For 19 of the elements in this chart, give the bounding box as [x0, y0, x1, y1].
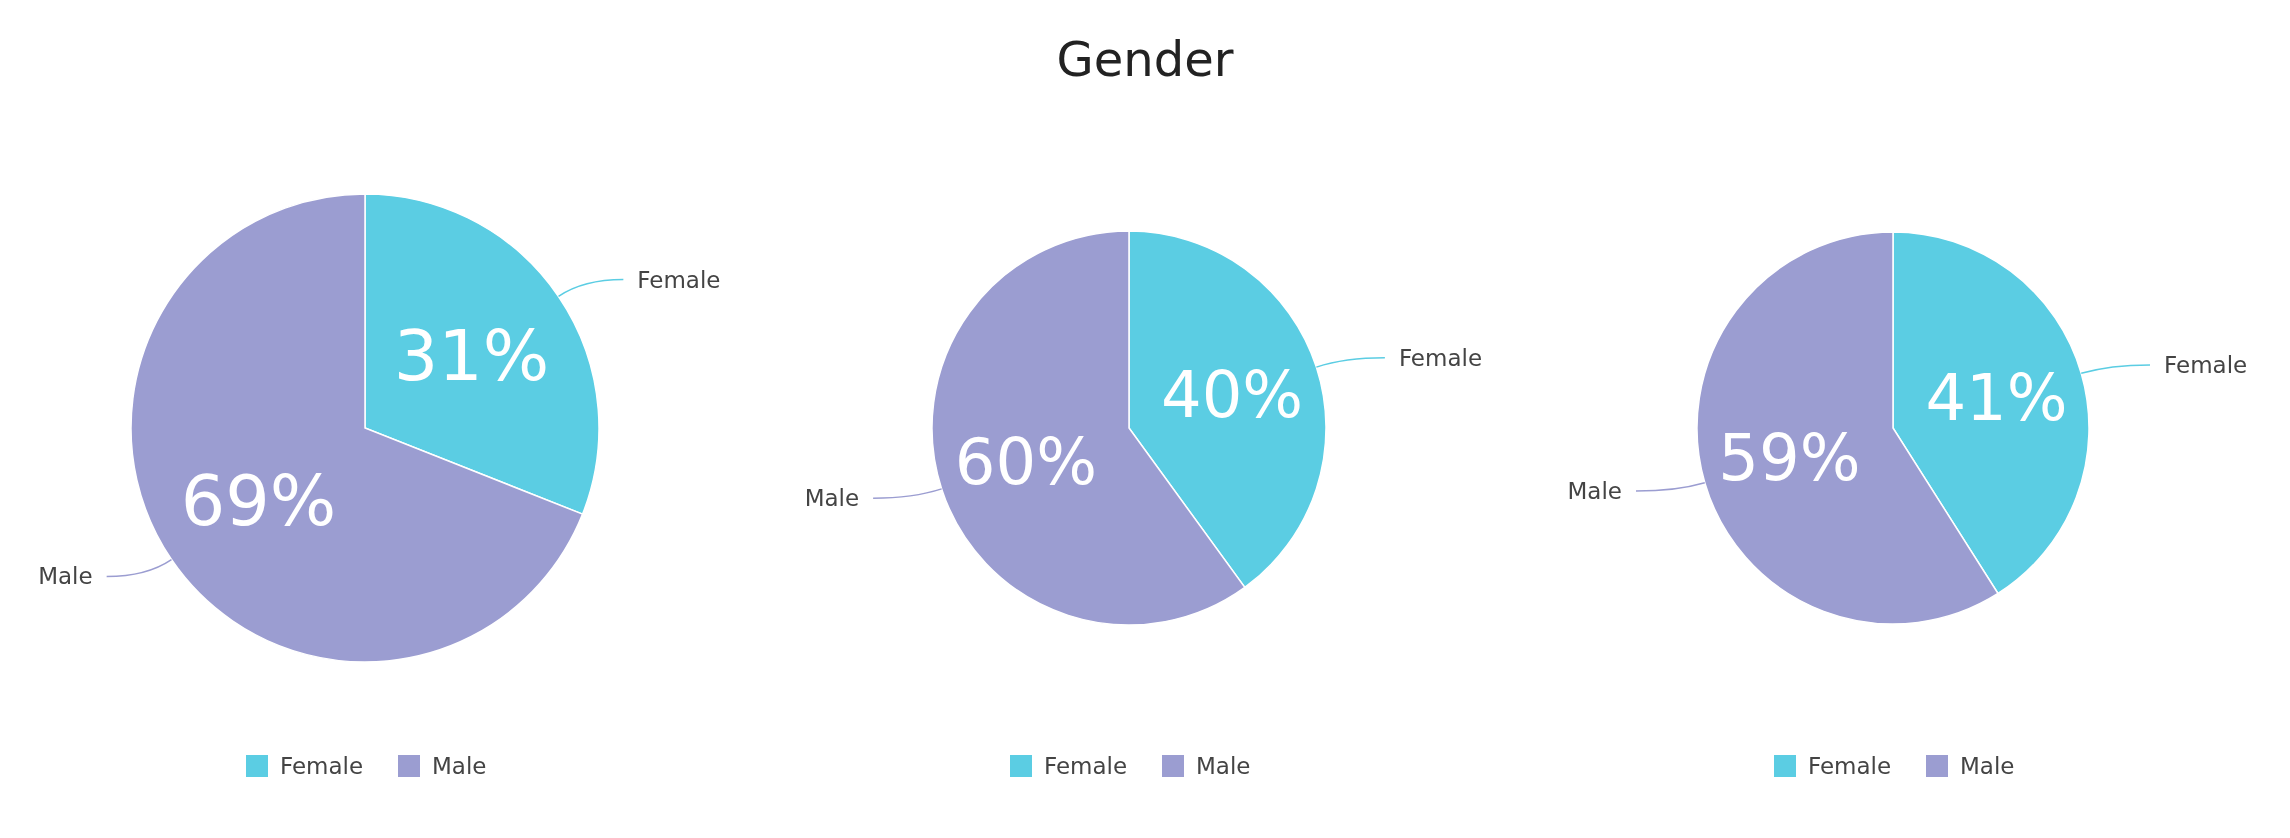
slice-label: Male	[38, 563, 93, 590]
data-label: 41%	[1925, 361, 2068, 436]
slice-label: Female	[2164, 352, 2248, 378]
data-label: 69%	[180, 459, 337, 542]
legend-label: Female	[280, 753, 364, 780]
legend-label: Male	[432, 753, 487, 780]
slice-label: Male	[1567, 478, 1622, 505]
text: Gender	[1056, 31, 1234, 87]
data-label: 31%	[393, 315, 550, 398]
data-label: 40%	[1160, 357, 1304, 432]
data-label: 60%	[954, 424, 1098, 499]
slice-label: Female	[637, 266, 721, 293]
legend-label: Female	[1808, 753, 1892, 780]
slice-label: Male	[804, 485, 860, 512]
data-label: 59%	[1718, 421, 1861, 496]
legend-label: Male	[1960, 753, 2015, 780]
legend-label: Male	[1196, 753, 1251, 780]
legend-label: Female	[1044, 753, 1128, 780]
slice-label: Female	[1398, 344, 1483, 371]
